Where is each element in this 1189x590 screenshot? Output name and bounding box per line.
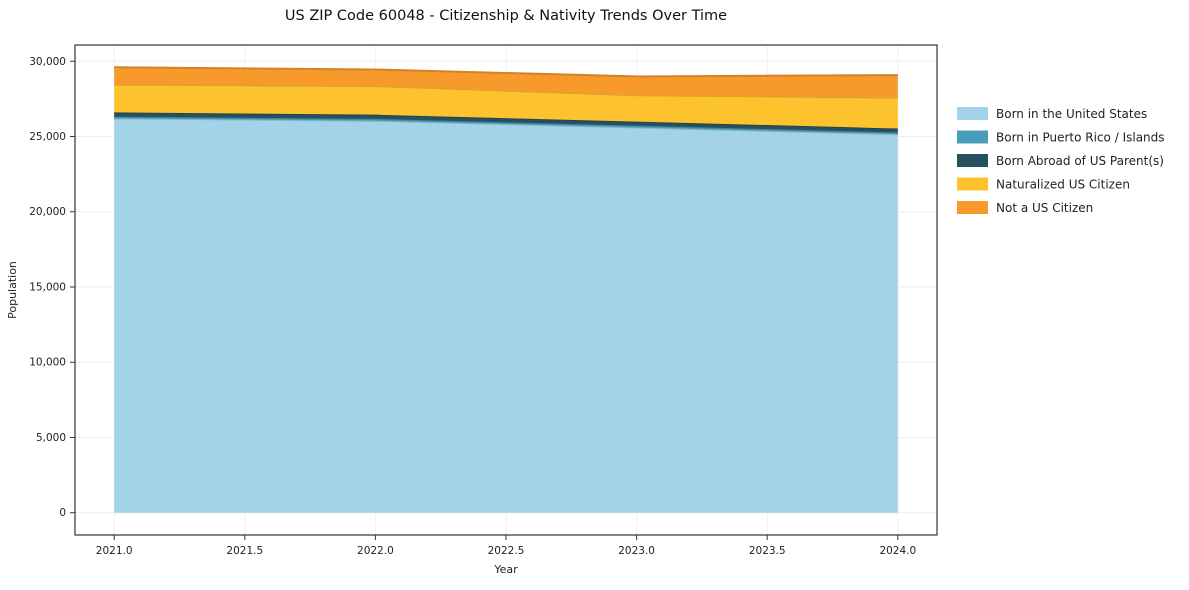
x-tick-label: 2023.5 — [749, 545, 786, 557]
x-axis-label: Year — [493, 563, 518, 576]
y-tick-label: 30,000 — [29, 56, 66, 68]
legend-swatch-2 — [957, 154, 988, 167]
chart-title: US ZIP Code 60048 - Citizenship & Nativi… — [284, 8, 728, 24]
x-tick-label: 2022.0 — [357, 545, 394, 557]
y-tick-label: 15,000 — [29, 281, 66, 293]
legend-label-0: Born in the United States — [996, 107, 1147, 121]
legend-label-4: Not a US Citizen — [996, 201, 1093, 215]
area-series-2 — [114, 112, 898, 133]
area-series-4 — [114, 67, 898, 98]
area-series-0 — [114, 118, 898, 513]
x-tick-label: 2023.0 — [618, 545, 655, 557]
y-tick-label: 25,000 — [29, 131, 66, 143]
y-tick-label: 5,000 — [36, 432, 66, 444]
y-tick-label: 20,000 — [29, 206, 66, 218]
area-series-3 — [114, 84, 898, 129]
legend-label-1: Born in Puerto Rico / Islands — [996, 131, 1165, 145]
legend-swatch-3 — [957, 177, 988, 191]
y-tick-label: 10,000 — [29, 357, 66, 369]
legend-swatch-0 — [957, 107, 988, 120]
x-tick-label: 2024.0 — [879, 545, 916, 557]
area-series-1 — [114, 116, 898, 135]
x-tick-label: 2022.5 — [488, 545, 525, 557]
legend-label-2: Born Abroad of US Parent(s) — [996, 154, 1164, 168]
y-tick-label: 0 — [59, 507, 66, 519]
legend-swatch-1 — [957, 130, 988, 144]
legend-swatch-4 — [957, 201, 988, 214]
y-axis-label: Population — [6, 261, 19, 319]
x-tick-label: 2021.0 — [96, 545, 133, 557]
x-tick-label: 2021.5 — [226, 545, 263, 557]
area-series-4-edge — [114, 66, 898, 78]
legend-label-3: Naturalized US Citizen — [996, 178, 1130, 192]
